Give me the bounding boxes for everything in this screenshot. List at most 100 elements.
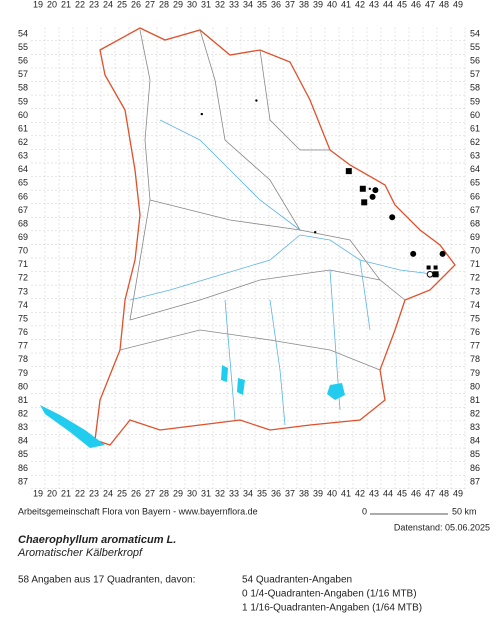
lake bbox=[327, 383, 345, 400]
column-label: 32 bbox=[215, 488, 225, 498]
column-label: 48 bbox=[439, 488, 449, 498]
row-label: 71 bbox=[18, 259, 28, 269]
column-label: 22 bbox=[75, 488, 85, 498]
column-label: 29 bbox=[173, 488, 183, 498]
row-label: 67 bbox=[470, 205, 480, 215]
row-label: 74 bbox=[470, 300, 480, 310]
row-label: 61 bbox=[470, 123, 480, 133]
column-label: 46 bbox=[411, 488, 421, 498]
column-label: 46 bbox=[411, 0, 421, 9]
column-label: 44 bbox=[383, 488, 393, 498]
column-label: 45 bbox=[397, 0, 407, 9]
row-label: 65 bbox=[470, 178, 480, 188]
square-marker bbox=[432, 271, 439, 278]
row-label: 73 bbox=[18, 286, 28, 296]
column-label: 43 bbox=[369, 488, 379, 498]
small-dot-marker bbox=[368, 187, 371, 190]
column-label: 30 bbox=[187, 488, 197, 498]
column-label: 28 bbox=[159, 488, 169, 498]
column-label: 47 bbox=[425, 488, 435, 498]
dot-marker bbox=[439, 250, 446, 257]
lake bbox=[221, 365, 228, 382]
row-label: 87 bbox=[18, 476, 28, 486]
column-label: 31 bbox=[201, 488, 211, 498]
column-label: 21 bbox=[61, 488, 71, 498]
column-label: 49 bbox=[453, 0, 463, 9]
column-label: 20 bbox=[47, 488, 57, 498]
column-label: 23 bbox=[89, 488, 99, 498]
row-label: 78 bbox=[18, 354, 28, 364]
row-label: 70 bbox=[470, 246, 480, 256]
row-label: 84 bbox=[470, 436, 480, 446]
row-label: 79 bbox=[470, 368, 480, 378]
row-label: 78 bbox=[470, 354, 480, 364]
row-label: 77 bbox=[470, 341, 480, 351]
row-label: 68 bbox=[470, 218, 480, 228]
row-label: 72 bbox=[18, 273, 28, 283]
row-label: 81 bbox=[470, 395, 480, 405]
row-label: 63 bbox=[470, 151, 480, 161]
column-label: 30 bbox=[187, 0, 197, 9]
column-label: 34 bbox=[243, 488, 253, 498]
column-label: 22 bbox=[75, 0, 85, 9]
row-label: 86 bbox=[18, 463, 28, 473]
row-label: 69 bbox=[470, 232, 480, 242]
scale-start: 0 bbox=[362, 506, 367, 516]
small-dot-marker bbox=[314, 231, 317, 234]
column-label: 25 bbox=[117, 0, 127, 9]
row-label: 60 bbox=[470, 110, 480, 120]
column-label: 35 bbox=[257, 488, 267, 498]
open-circle-marker bbox=[426, 270, 434, 278]
row-label: 80 bbox=[470, 381, 480, 391]
row-label: 82 bbox=[18, 408, 28, 418]
row-label: 71 bbox=[470, 259, 480, 269]
column-label: 37 bbox=[285, 0, 295, 9]
row-label: 73 bbox=[470, 286, 480, 296]
column-label: 19 bbox=[33, 0, 43, 9]
column-label: 39 bbox=[313, 488, 323, 498]
row-label: 69 bbox=[18, 232, 28, 242]
row-label: 72 bbox=[470, 273, 480, 283]
detail: 0 1/4-Quadranten-Angaben (1/16 MTB) bbox=[242, 589, 417, 600]
row-label: 80 bbox=[18, 381, 28, 391]
row-label: 70 bbox=[18, 246, 28, 256]
column-label: 36 bbox=[271, 488, 281, 498]
row-label: 54 bbox=[470, 28, 480, 38]
row-label: 57 bbox=[18, 69, 28, 79]
column-label: 19 bbox=[33, 488, 43, 498]
dot-marker bbox=[410, 250, 417, 257]
row-label: 58 bbox=[18, 83, 28, 93]
row-label: 84 bbox=[18, 436, 28, 446]
row-label: 64 bbox=[470, 164, 480, 174]
column-label: 28 bbox=[159, 0, 169, 9]
row-label: 87 bbox=[470, 476, 480, 486]
row-label: 66 bbox=[470, 191, 480, 201]
column-label: 39 bbox=[313, 0, 323, 9]
column-label: 40 bbox=[327, 488, 337, 498]
summary: 58 Angaben aus 17 Quadranten, davon: bbox=[18, 575, 195, 586]
row-label: 85 bbox=[18, 449, 28, 459]
row-label: 64 bbox=[18, 164, 28, 174]
column-label: 49 bbox=[453, 488, 463, 498]
square-marker bbox=[345, 168, 352, 175]
column-label: 42 bbox=[355, 488, 365, 498]
row-label: 76 bbox=[470, 327, 480, 337]
column-label: 45 bbox=[397, 488, 407, 498]
row-label: 62 bbox=[470, 137, 480, 147]
square-marker bbox=[359, 185, 366, 192]
column-label: 24 bbox=[103, 488, 113, 498]
river bbox=[129, 119, 441, 426]
small-square-marker bbox=[433, 265, 438, 270]
row-label: 77 bbox=[18, 341, 28, 351]
small-dot-marker bbox=[200, 112, 203, 116]
row-label: 59 bbox=[18, 96, 28, 106]
row-label: 81 bbox=[18, 395, 28, 405]
lake bbox=[237, 378, 245, 395]
row-label: 83 bbox=[470, 422, 480, 432]
column-label: 25 bbox=[117, 488, 127, 498]
column-label: 44 bbox=[383, 0, 393, 9]
column-label: 38 bbox=[299, 488, 309, 498]
district-boundary bbox=[119, 29, 406, 371]
